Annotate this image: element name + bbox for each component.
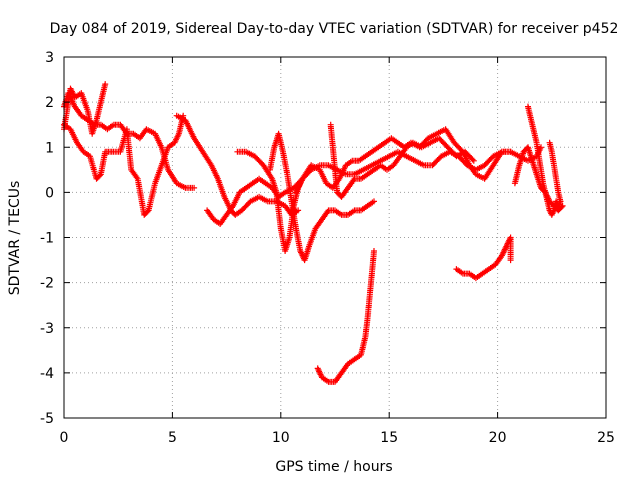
y-tick-label: -5 — [40, 411, 54, 427]
chart-title: Day 084 of 2019, Sidereal Day-to-day VTE… — [50, 21, 619, 37]
y-tick-label: -3 — [40, 321, 54, 337]
series-trace-g — [267, 130, 377, 264]
x-tick-label: 0 — [60, 430, 69, 446]
y-tick-label: -1 — [40, 231, 54, 247]
series-trace-m — [511, 144, 566, 214]
series-trace-h — [293, 126, 514, 196]
y-tick-label: 3 — [45, 50, 54, 66]
series-trace-i — [327, 121, 477, 200]
x-tick-label: 25 — [597, 430, 615, 446]
grid — [64, 57, 606, 418]
x-axis-label: GPS time / hours — [275, 459, 392, 475]
axis-ticks — [63, 56, 607, 419]
series-markers — [453, 234, 514, 282]
series-markers — [314, 248, 377, 385]
plot-points — [61, 81, 566, 385]
y-tick-label: 2 — [45, 95, 54, 111]
series-markers — [234, 148, 306, 254]
x-tick-label: 10 — [272, 430, 290, 446]
series-markers — [327, 121, 477, 200]
series-trace-j — [314, 248, 377, 385]
series-trace-k — [453, 234, 514, 282]
y-tick-labels: -5 -4 -3 -2 -1 0 1 2 3 — [40, 50, 54, 427]
series-markers — [511, 144, 566, 214]
y-axis-label: SDTVAR / TECUs — [7, 181, 23, 296]
y-tick-label: -2 — [40, 276, 54, 292]
series-markers — [293, 126, 514, 196]
y-tick-label: -4 — [40, 366, 54, 382]
series-markers — [267, 130, 377, 264]
x-tick-labels: 0 5 10 15 20 25 — [60, 430, 615, 446]
x-tick-label: 15 — [380, 430, 398, 446]
x-tick-label: 5 — [168, 430, 177, 446]
series-trace-f — [234, 148, 306, 254]
y-tick-label: 0 — [45, 185, 54, 201]
x-tick-label: 20 — [489, 430, 507, 446]
y-tick-label: 1 — [45, 140, 54, 156]
